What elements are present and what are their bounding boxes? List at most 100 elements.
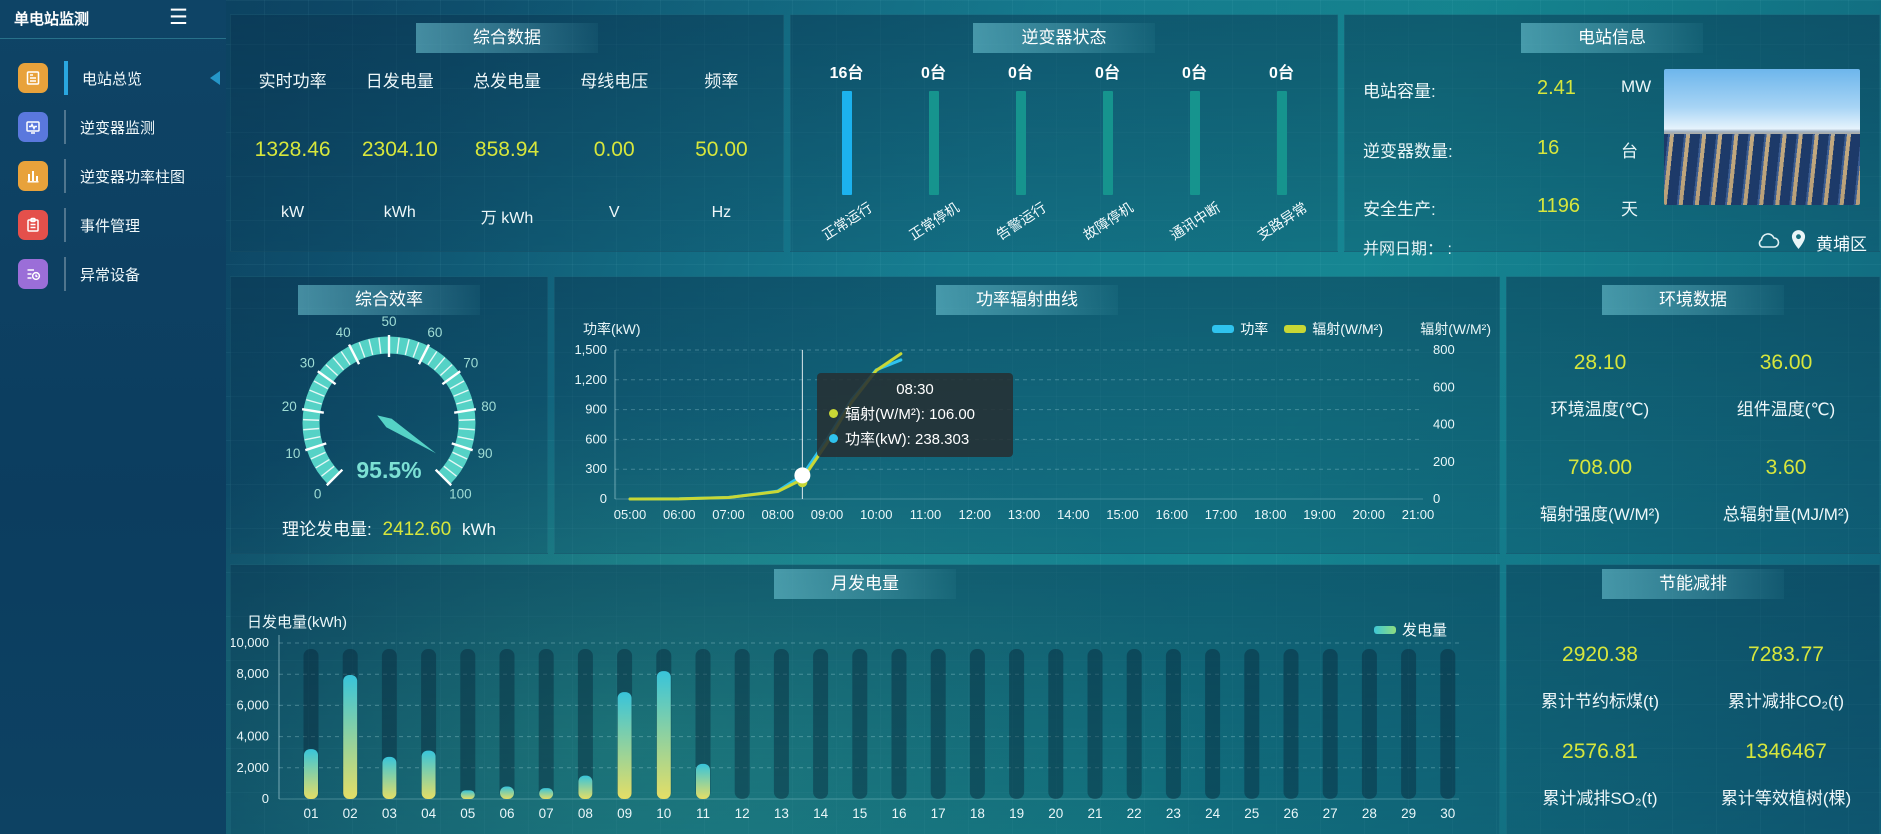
sidebar-item-inverter-power-bars[interactable]: 逆变器功率柱图	[18, 157, 226, 195]
weather-cloud-icon[interactable]	[1755, 231, 1781, 254]
saving-coal: 2920.38 累计节约标煤(t)	[1507, 643, 1693, 712]
sidebar-header: 单电站监测 ☰	[0, 0, 226, 39]
power-radiation-chart[interactable]: 0 300 600 900 1,200 1,500 0 200 400 600 800 05:00 06…	[555, 277, 1499, 553]
curve-legend[interactable]: 功率 辐射(W/M²)	[1212, 319, 1383, 339]
svg-text:4,000: 4,000	[236, 729, 269, 744]
status-count: 0台	[1095, 65, 1120, 82]
sidebar-item-event-management[interactable]: 事件管理	[18, 206, 226, 244]
svg-text:90: 90	[478, 446, 493, 461]
svg-text:0: 0	[600, 491, 607, 506]
svg-text:26: 26	[1283, 806, 1298, 821]
metric-label: 实时功率	[258, 72, 327, 91]
svg-text:17:00: 17:00	[1205, 507, 1238, 522]
efficiency-gauge[interactable]: 0 10 20 30 40 50 60 70 80 90 100	[239, 311, 539, 527]
svg-text:13:00: 13:00	[1008, 507, 1041, 522]
svg-text:40: 40	[336, 325, 351, 340]
saving-value: 2576.81	[1562, 740, 1638, 763]
metric-label: 总发电量	[473, 72, 541, 91]
metric-unit: Hz	[711, 204, 732, 221]
clipboard-icon	[18, 210, 48, 240]
env-value: 3.60	[1765, 456, 1807, 479]
location-pin-icon[interactable]	[1791, 229, 1806, 255]
station-location[interactable]: 黄埔区	[1755, 229, 1867, 255]
svg-text:600: 600	[1433, 379, 1455, 394]
metric-unit: V	[608, 204, 620, 221]
sidebar-item-inverter-monitor[interactable]: 逆变器监测	[18, 108, 226, 146]
svg-text:14:00: 14:00	[1057, 507, 1090, 522]
svg-text:09:00: 09:00	[811, 507, 844, 522]
saving-label: 累计减排SO₂(t)	[1542, 789, 1658, 808]
metric-value: 858.94	[474, 138, 540, 161]
svg-text:10:00: 10:00	[860, 507, 893, 522]
menu-separator	[64, 61, 68, 95]
svg-text:20:00: 20:00	[1352, 507, 1385, 522]
svg-text:8,000: 8,000	[236, 666, 269, 681]
env-value: 28.10	[1573, 351, 1627, 374]
panel-station-info: 电站信息 电站容量: 2.41 MW 逆变器数量: 16 台 安全生产: 119…	[1344, 14, 1880, 258]
env-total-radiation: 3.60 总辐射量(MJ/M²)	[1693, 456, 1879, 525]
saving-label: 累计减排CO₂(t)	[1727, 692, 1845, 711]
status-branch-abnormal: 0台 支路异常	[1240, 59, 1324, 243]
svg-text:2,000: 2,000	[236, 760, 269, 775]
panel-inverter-status: 逆变器状态 16台 正常运行 0台 正常停机 0台 告警运行 0台 故障停机	[790, 14, 1338, 252]
svg-text:21:00: 21:00	[1402, 507, 1435, 522]
svg-text:6,000: 6,000	[236, 697, 269, 712]
panel-title: 综合效率	[298, 285, 480, 315]
station-photo	[1664, 69, 1860, 205]
menu-toggle-icon[interactable]: ☰	[169, 6, 188, 29]
metric-label: 日发电量	[365, 72, 434, 91]
metric-unit: kWh	[383, 204, 416, 221]
sidebar-item-abnormal-devices[interactable]: 异常设备	[18, 255, 226, 293]
svg-text:300: 300	[585, 461, 607, 476]
env-value: 36.00	[1759, 351, 1813, 374]
sidebar-item-station-overview[interactable]: 电站总览	[18, 59, 226, 97]
saving-label: 累计节约标煤(t)	[1540, 692, 1660, 711]
environment-metrics: 28.10 环境温度(℃) 36.00 组件温度(℃) 708.00 辐射强度(…	[1507, 277, 1879, 525]
info-value: 16	[1537, 137, 1560, 159]
menu-separator	[64, 159, 66, 193]
panel-monthly-generation: 月发电量 日发电量(kWh) 发电量 0 2,000 4,000 6,000 8,000…	[230, 564, 1500, 834]
inverter-status-columns[interactable]: 16台 正常运行 0台 正常停机 0台 告警运行 0台 故障停机 0台	[791, 15, 1337, 243]
svg-text:19:00: 19:00	[1303, 507, 1336, 522]
svg-text:16: 16	[891, 806, 906, 821]
env-value: 708.00	[1567, 456, 1633, 479]
legend-power[interactable]: 功率	[1212, 319, 1268, 339]
device-list-icon	[18, 259, 48, 289]
metric-bus-voltage: 母线电压 0.00 V	[561, 67, 668, 228]
menu-separator	[64, 208, 66, 242]
env-label: 辐射强度(W/M²)	[1540, 505, 1660, 524]
svg-text:22: 22	[1127, 806, 1142, 821]
monitor-icon	[18, 112, 48, 142]
monthly-legend[interactable]: 发电量	[1373, 619, 1447, 640]
location-name[interactable]: 黄埔区	[1816, 234, 1867, 254]
status-count: 0台	[1269, 65, 1294, 82]
sidebar-item-label: 电站总览	[82, 70, 143, 88]
svg-text:09: 09	[617, 806, 632, 821]
env-label: 总辐射量(MJ/M²)	[1722, 505, 1850, 524]
status-label: 告警运行	[992, 199, 1049, 243]
panel-environment-data: 环境数据 28.10 环境温度(℃) 36.00 组件温度(℃) 708.00 …	[1506, 276, 1880, 554]
svg-text:01: 01	[303, 806, 318, 821]
svg-text:24: 24	[1205, 806, 1221, 821]
svg-text:0: 0	[262, 791, 269, 806]
svg-text:04: 04	[421, 806, 437, 821]
panel-title: 环境数据	[1602, 285, 1784, 315]
monthly-generation-chart[interactable]: 0 2,000 4,000 6,000 8,000 10,000 01 02 03 04 05 06 0…	[231, 565, 1499, 834]
y-left-axis-title: 功率(kW)	[583, 321, 641, 337]
radiation-dot-icon	[829, 409, 838, 418]
status-label: 通讯中断	[1166, 199, 1223, 243]
info-value: 1196	[1537, 195, 1581, 217]
status-normal-stop: 0台 正常停机	[892, 59, 976, 243]
panel-title: 功率辐射曲线	[936, 285, 1118, 315]
panel-power-radiation-curve: 功率辐射曲线 功率(kW) 辐射(W/M²) 功率 辐射(W/M²) 0 300 6…	[554, 276, 1500, 554]
saving-so2: 2576.81 累计减排SO₂(t)	[1507, 740, 1693, 809]
tooltip-radiation-row: 辐射(W/M²): 106.00	[829, 403, 1001, 424]
panel-title: 综合数据	[416, 23, 598, 53]
panel-energy-saving: 节能减排 2920.38 累计节约标煤(t) 7283.77 累计减排CO₂(t…	[1506, 564, 1880, 834]
legend-radiation[interactable]: 辐射(W/M²)	[1284, 319, 1383, 339]
svg-text:20: 20	[1048, 806, 1063, 821]
y-axis-title: 日发电量(kWh)	[247, 614, 347, 631]
panel-title: 逆变器状态	[973, 23, 1155, 53]
metric-total-energy: 总发电量 858.94 万 kWh	[453, 67, 560, 228]
summary-metrics: 实时功率 1328.46 kW 日发电量 2304.10 kWh 总发电量 85…	[231, 15, 783, 228]
